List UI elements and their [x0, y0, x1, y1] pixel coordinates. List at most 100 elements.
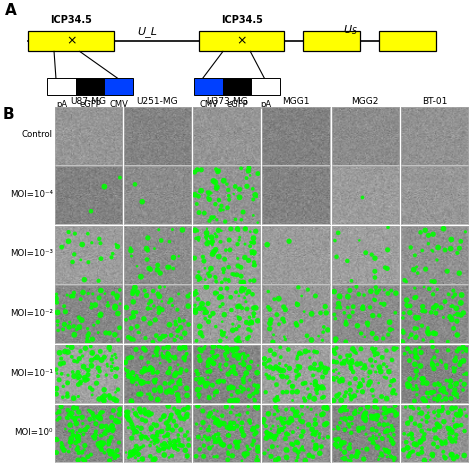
Point — [74, 369, 82, 376]
Point — [334, 229, 342, 237]
Point — [72, 439, 80, 446]
Point — [378, 434, 385, 441]
Point — [224, 448, 232, 456]
Point — [139, 442, 147, 450]
Point — [308, 310, 315, 318]
Point — [243, 450, 251, 458]
Point — [374, 404, 382, 412]
Point — [111, 351, 119, 358]
Point — [380, 421, 388, 429]
Point — [80, 431, 87, 438]
Point — [283, 406, 290, 413]
Point — [209, 442, 217, 450]
Point — [54, 416, 61, 424]
Point — [359, 375, 366, 383]
Point — [218, 327, 225, 335]
Point — [345, 457, 352, 464]
Point — [165, 299, 173, 306]
Point — [380, 445, 388, 453]
Point — [191, 226, 199, 234]
Point — [185, 321, 192, 328]
Point — [376, 431, 383, 438]
Point — [77, 427, 84, 434]
Point — [92, 420, 100, 427]
Point — [263, 429, 271, 436]
Point — [372, 368, 380, 376]
Point — [109, 290, 117, 297]
Point — [212, 278, 220, 285]
Point — [344, 421, 352, 428]
Point — [383, 265, 391, 272]
Point — [318, 443, 325, 450]
Point — [225, 186, 232, 194]
Point — [333, 344, 340, 352]
Point — [375, 379, 383, 387]
Point — [161, 440, 168, 447]
Point — [214, 420, 222, 428]
Point — [209, 353, 217, 360]
Point — [237, 165, 245, 172]
Point — [75, 314, 83, 321]
Point — [296, 363, 303, 371]
Point — [55, 437, 62, 444]
Point — [158, 428, 165, 435]
Point — [329, 347, 337, 354]
Point — [135, 329, 142, 336]
Point — [136, 405, 144, 413]
Point — [284, 380, 292, 387]
Point — [151, 437, 158, 444]
Point — [319, 373, 326, 381]
Point — [211, 419, 219, 426]
Point — [173, 306, 181, 313]
Point — [262, 389, 270, 396]
Point — [213, 184, 221, 191]
Point — [144, 435, 152, 443]
Point — [452, 439, 460, 446]
Point — [95, 294, 103, 302]
Point — [407, 403, 415, 410]
Point — [410, 397, 418, 405]
Point — [206, 368, 214, 375]
Point — [81, 276, 88, 283]
Point — [230, 419, 238, 426]
Point — [175, 344, 183, 351]
Point — [447, 303, 455, 310]
Point — [185, 436, 192, 443]
Point — [319, 383, 326, 391]
Point — [298, 292, 305, 300]
Point — [164, 431, 172, 438]
Point — [99, 396, 107, 403]
Point — [233, 351, 241, 358]
Point — [337, 396, 345, 404]
Point — [177, 426, 184, 433]
Point — [104, 302, 112, 309]
Point — [460, 381, 468, 388]
Point — [206, 423, 213, 430]
Point — [200, 257, 208, 265]
Point — [450, 415, 457, 422]
Point — [232, 289, 240, 296]
Point — [457, 311, 465, 319]
Point — [346, 386, 354, 394]
Point — [68, 343, 75, 351]
Point — [362, 431, 370, 438]
Point — [321, 368, 329, 376]
Point — [129, 447, 137, 455]
Bar — [379, 31, 436, 51]
Point — [128, 397, 135, 405]
Point — [361, 333, 369, 340]
Point — [246, 172, 254, 179]
Point — [404, 382, 412, 390]
Point — [225, 424, 233, 432]
Point — [88, 356, 95, 364]
Point — [310, 372, 317, 379]
Point — [418, 322, 426, 329]
Point — [52, 295, 60, 302]
Point — [450, 325, 457, 332]
Point — [181, 357, 189, 364]
Point — [158, 306, 166, 313]
Point — [169, 302, 176, 309]
Point — [453, 410, 460, 418]
Point — [380, 361, 388, 368]
Point — [321, 303, 329, 310]
